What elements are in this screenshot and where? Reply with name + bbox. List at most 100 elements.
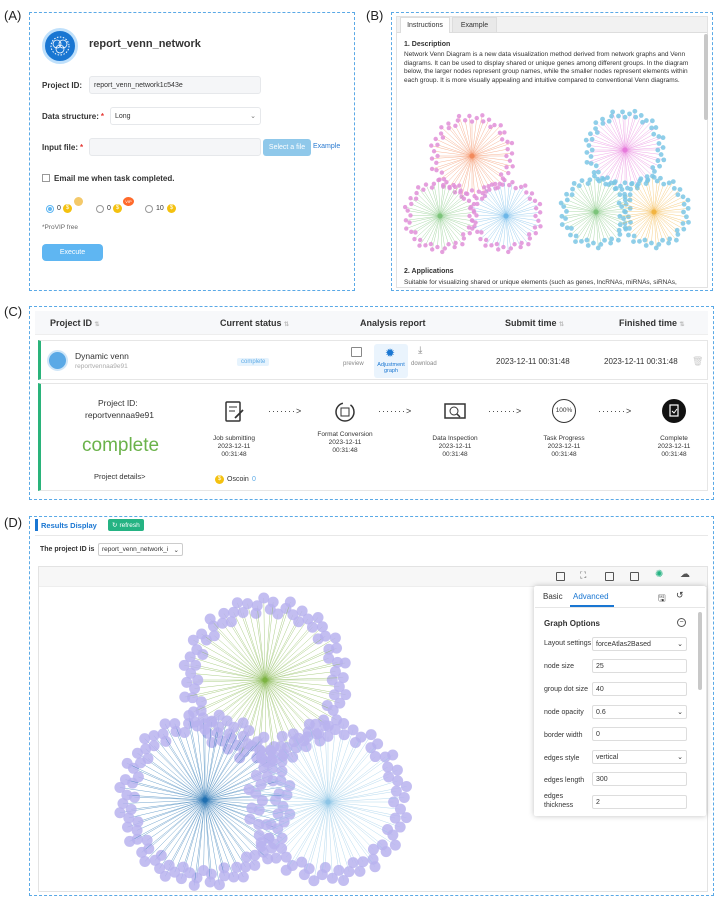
panel-label-a: (A) — [4, 8, 22, 23]
price-radio-3[interactable] — [145, 205, 153, 213]
fullscreen-icon[interactable]: ⛶ — [580, 570, 587, 580]
download-label[interactable]: download — [411, 361, 437, 367]
network-node — [684, 214, 689, 220]
options-scrollbar[interactable] — [698, 612, 702, 690]
network-edge — [431, 187, 441, 217]
network-edge — [196, 726, 206, 801]
network-edge — [624, 149, 638, 189]
refresh-button[interactable]: ↻ refresh — [108, 519, 144, 531]
example-link[interactable]: Example — [313, 143, 341, 150]
network-edge — [499, 183, 507, 217]
zoom-in-icon[interactable] — [605, 572, 614, 581]
network-edge — [471, 206, 507, 217]
network-edge — [204, 799, 225, 876]
network-edge — [561, 211, 597, 217]
network-node — [405, 208, 410, 213]
tab-example[interactable]: Example — [452, 17, 497, 33]
execute-button[interactable]: Execute — [42, 244, 103, 261]
zoom-out-icon[interactable] — [630, 572, 639, 581]
column-header-finished-time[interactable]: Finished time ⇅ — [619, 318, 685, 328]
collapse-icon[interactable]: − — [677, 618, 686, 627]
edges-length-input[interactable]: 300 — [592, 772, 687, 786]
network-node — [417, 243, 422, 248]
preview-icon[interactable] — [351, 347, 362, 357]
save-image-icon[interactable] — [556, 572, 565, 581]
network-edge — [286, 801, 329, 871]
network-edge — [505, 192, 527, 217]
network-node — [187, 634, 199, 646]
docs-scrollbar[interactable] — [704, 34, 708, 120]
table-row[interactable] — [38, 340, 708, 380]
settings-gear-icon[interactable]: ✺ — [655, 569, 664, 580]
input-file-field[interactable] — [89, 138, 261, 156]
layout-settings-select[interactable]: forceAtlas2Based ⌄ — [592, 637, 687, 651]
select-file-button[interactable]: Select a file — [263, 139, 311, 156]
data-structure-select[interactable]: Long ⌄ — [110, 107, 261, 125]
network-node — [455, 118, 461, 123]
cloud-upload-icon[interactable]: ☁ — [680, 569, 690, 580]
coin-icon: $ — [167, 204, 176, 213]
network-node — [653, 245, 659, 251]
save-icon[interactable]: 🖫 — [658, 593, 666, 603]
network-node — [617, 232, 623, 237]
project-id-label: Project ID: — [42, 81, 83, 90]
price-radio-1[interactable] — [46, 205, 54, 213]
network-edge — [318, 733, 329, 803]
network-edge — [653, 194, 678, 213]
project-details-link[interactable]: Project details> — [94, 472, 146, 481]
network-node — [642, 237, 648, 243]
options-tab-basic[interactable]: Basic — [543, 592, 563, 601]
network-node — [228, 606, 240, 618]
network-edge — [327, 776, 389, 803]
network-edge — [174, 799, 206, 873]
network-node — [649, 118, 655, 124]
edges-style-select[interactable]: vertical ⌄ — [592, 750, 687, 764]
network-edge — [406, 215, 441, 229]
column-header-submit-time[interactable]: Submit time ⇅ — [505, 318, 565, 328]
coin-icon: $ — [113, 204, 122, 213]
chevron-down-icon: ⌄ — [677, 641, 683, 648]
network-node — [280, 851, 292, 863]
network-edge — [204, 737, 265, 801]
node-opacity-select[interactable]: 0.6 ⌄ — [592, 705, 687, 719]
preview-label[interactable]: preview — [343, 361, 364, 367]
network-edge — [491, 184, 507, 217]
network-edge — [204, 730, 250, 801]
column-header-project-id[interactable]: Project ID ⇅ — [50, 318, 100, 328]
network-edge — [131, 799, 206, 810]
tab-instructions[interactable]: Instructions — [400, 17, 450, 33]
network-edge — [633, 211, 655, 237]
border-width-input[interactable]: 0 — [592, 727, 687, 741]
download-icon[interactable]: ⤓ — [418, 345, 423, 356]
network-edge — [629, 211, 655, 229]
network-edge — [628, 211, 655, 236]
network-edge — [122, 799, 206, 804]
reset-icon[interactable]: ↺ — [676, 590, 684, 600]
price-radio-2[interactable] — [96, 205, 104, 213]
network-node — [452, 244, 457, 250]
adjustment-graph-button[interactable] — [374, 344, 408, 378]
delete-icon[interactable]: 🗑 — [692, 356, 704, 366]
network-edge — [267, 776, 329, 803]
project-select[interactable]: report_venn_network_i ⌄ — [98, 543, 183, 556]
edges-thickness-input[interactable]: 2 — [592, 795, 687, 809]
node-size-input[interactable]: 25 — [592, 659, 687, 673]
network-edge — [264, 662, 346, 681]
network-node — [478, 236, 483, 242]
network-node — [446, 121, 451, 126]
graph-options-title: Graph Options — [544, 619, 600, 628]
network-edge — [653, 211, 677, 241]
app-logo-icon — [42, 28, 78, 64]
options-tab-advanced[interactable]: Advanced — [573, 592, 609, 601]
network-edge — [175, 731, 206, 801]
network-node — [266, 755, 278, 767]
network-edge — [595, 211, 626, 224]
network-edge — [281, 801, 329, 849]
group-dot-size-input[interactable]: 40 — [592, 682, 687, 696]
project-id-input[interactable]: report_venn_network1c543e — [89, 76, 261, 94]
network-node — [650, 173, 655, 179]
venn-network-example-figure — [402, 108, 691, 255]
column-header-status[interactable]: Current status ⇅ — [220, 318, 290, 328]
network-edge — [292, 801, 329, 866]
email-checkbox[interactable] — [42, 174, 50, 182]
